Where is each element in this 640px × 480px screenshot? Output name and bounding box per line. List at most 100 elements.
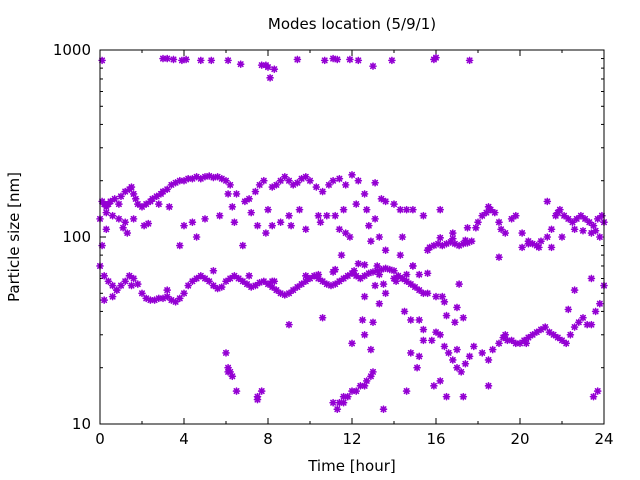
data-point [440,298,449,306]
data-point [182,55,190,64]
data-point [467,237,476,245]
data-point [430,382,438,390]
data-point [316,218,325,226]
data-point [329,398,337,407]
data-point [457,368,466,376]
data-point [390,274,398,283]
data-point [367,237,375,245]
data-point [369,62,377,70]
data-point [245,195,253,203]
data-point [381,289,390,298]
data-point [285,320,293,329]
data-point [346,55,354,64]
data-point [224,368,232,376]
data-point [169,55,178,64]
data-point [522,339,531,348]
data-point [547,225,556,234]
data-point [373,262,382,270]
data-point [440,342,449,351]
data-point [239,241,247,250]
x-tick-label: 12 [342,430,361,448]
data-points [96,53,608,413]
data-point [402,205,411,214]
data-point [369,318,377,327]
y-tick-label: 10 [72,415,91,433]
data-point [461,236,470,245]
data-point [451,318,459,327]
data-point [478,211,487,220]
data-point [201,215,209,223]
data-point [268,277,277,286]
data-point [591,226,600,235]
data-point [448,356,457,364]
data-point [108,211,117,220]
data-point [121,218,129,226]
y-axis-label: Particle size [nm] [5,172,23,302]
data-point [354,259,363,268]
data-point [184,281,192,290]
data-point [228,203,237,211]
data-point [495,253,503,261]
data-point [224,190,232,198]
data-point [524,333,533,342]
data-point [541,323,550,331]
data-point [518,229,526,237]
data-point [348,171,356,179]
data-point [406,349,415,357]
data-point [511,211,520,220]
data-point [501,330,510,339]
y-tick-label: 100 [62,228,91,246]
data-point [535,243,543,252]
data-point [115,215,123,223]
data-point [436,234,445,242]
data-point [423,246,432,254]
data-point [176,294,184,303]
data-point [442,392,451,401]
data-point [287,221,295,230]
data-point [581,215,589,223]
data-point [155,294,163,303]
data-point [453,303,461,312]
data-point [375,233,384,241]
data-point [415,352,424,361]
x-tick-label: 4 [179,430,189,448]
data-point [388,56,396,65]
data-point [180,289,188,298]
data-point [129,274,138,283]
data-point [411,283,419,291]
data-point [138,203,146,211]
data-point [108,292,117,301]
data-point [180,221,188,230]
data-point [537,237,545,245]
data-point [545,328,554,336]
data-point [570,323,579,331]
data-point [297,280,306,288]
data-point [459,313,468,322]
data-point [593,387,602,395]
data-point [268,283,277,291]
data-point [587,320,596,329]
data-point [381,246,390,254]
data-point [419,325,428,334]
data-point [360,190,369,198]
data-point [409,205,417,214]
data-point [224,56,232,65]
x-tick-label: 8 [263,430,273,448]
data-point [562,339,571,348]
data-point [226,181,234,189]
data-point [518,243,526,252]
data-point [354,56,363,65]
data-point [188,218,197,226]
data-point [108,281,117,290]
data-point [320,56,329,65]
data-point [205,277,213,286]
data-point [253,395,262,404]
data-point [100,272,108,280]
data-point [423,269,432,278]
data-point [295,205,304,214]
data-point [102,208,111,217]
x-tick-label: 0 [95,430,105,448]
data-point [268,221,277,230]
data-point [436,205,445,214]
data-point [184,174,192,183]
